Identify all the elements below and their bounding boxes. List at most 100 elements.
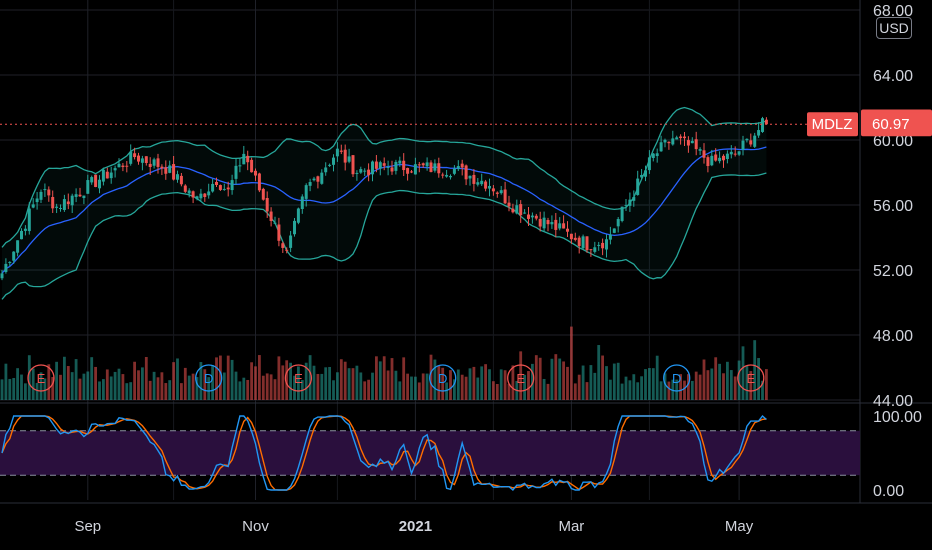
candle-body: [640, 175, 644, 178]
volume-bar: [609, 379, 612, 400]
volume-bar: [636, 382, 640, 400]
candle-body: [503, 189, 507, 204]
candle-body: [78, 194, 82, 197]
candle-body: [456, 166, 460, 169]
volume-bar: [550, 358, 554, 400]
candle-body: [160, 166, 164, 169]
candle-body: [620, 206, 624, 221]
volume-bar: [456, 369, 460, 400]
candle-body: [289, 235, 293, 248]
candle-body: [452, 168, 456, 174]
volume-bar: [663, 373, 667, 400]
event-letter: D: [672, 371, 681, 386]
event-marker-dividend[interactable]: D: [663, 364, 691, 392]
volume-bar: [94, 366, 97, 400]
earnings-icon: [284, 364, 313, 392]
volume-bar: [757, 358, 760, 400]
volume-bar: [308, 355, 312, 400]
candle-body: [437, 163, 441, 174]
candle-body: [554, 219, 558, 230]
volume-bar: [297, 366, 300, 400]
volume-bar: [39, 372, 43, 400]
volume-bar: [332, 380, 335, 400]
volume-bar: [566, 366, 569, 400]
candle-body: [538, 218, 542, 227]
volume-bar: [714, 357, 718, 400]
candle-body: [406, 167, 410, 174]
event-marker-dividend[interactable]: D: [429, 364, 457, 392]
candle-body: [569, 233, 573, 240]
candle-body: [511, 208, 515, 213]
volume-bar: [593, 372, 597, 400]
volume-bar: [152, 371, 156, 400]
earnings-icon: [27, 364, 55, 392]
volume-bar: [98, 381, 101, 400]
candle-body: [168, 165, 172, 173]
volume-bar: [761, 380, 764, 400]
candle-body: [725, 153, 729, 159]
time-tick-label: 2021: [399, 518, 432, 535]
volume-bar: [464, 376, 468, 400]
candle-body: [152, 159, 156, 166]
candle-body: [382, 163, 386, 166]
volume-bar: [542, 378, 546, 400]
volume-bar: [86, 371, 90, 400]
dividend-icon: [663, 364, 691, 392]
candle-body: [39, 191, 43, 200]
volume-bar: [433, 359, 437, 400]
event-marker-earnings[interactable]: E: [507, 364, 535, 392]
candle-body: [86, 180, 90, 194]
currency-button[interactable]: USD: [876, 17, 912, 39]
candle-body: [285, 249, 289, 251]
volume-bar: [546, 383, 550, 400]
candle-body: [254, 170, 257, 176]
candle-body: [491, 188, 495, 192]
volume-bar: [616, 362, 620, 400]
volume-bar: [12, 377, 16, 400]
candle-body: [374, 161, 378, 169]
volume-bar: [285, 360, 289, 400]
candle-body: [43, 189, 47, 191]
candle-body: [31, 204, 35, 208]
volume-bar: [51, 377, 55, 400]
bollinger-lower: [1, 172, 767, 300]
volume-bar: [102, 379, 105, 400]
volume-bar: [328, 366, 331, 400]
candle-body: [82, 195, 86, 199]
volume-bar: [226, 355, 230, 400]
volume-bar: [421, 373, 425, 400]
price-axis[interactable]: 68.00 64.00 60.00 56.00 52.00 48.00 44.00100.0…: [873, 3, 922, 500]
event-marker-earnings[interactable]: E: [284, 364, 313, 392]
volume-bar: [605, 366, 608, 400]
volume-bar: [597, 345, 601, 400]
volume-bar: [687, 374, 690, 400]
candle-body: [605, 239, 608, 250]
event-marker-earnings[interactable]: E: [27, 364, 55, 392]
candle-body: [386, 166, 390, 168]
event-marker-dividend[interactable]: D: [195, 364, 223, 392]
volume-bar: [507, 383, 511, 400]
candlesticks[interactable]: [0, 116, 768, 281]
candle-body: [250, 159, 254, 173]
candle-body: [698, 149, 702, 151]
volume-bar: [410, 376, 413, 400]
volume-bar: [398, 381, 402, 400]
volume-bar: [706, 370, 710, 400]
candle-body: [47, 189, 51, 196]
volume-bar: [683, 380, 686, 400]
candle-body: [562, 223, 566, 229]
volume-bar: [230, 359, 234, 400]
candle-body: [23, 228, 27, 231]
event-marker-earnings[interactable]: E: [737, 364, 765, 392]
volume-bar: [8, 378, 12, 400]
volume-bar: [675, 379, 679, 400]
candle-body: [300, 196, 304, 210]
candle-body: [187, 190, 191, 194]
candle-body: [4, 263, 8, 273]
volume-bar: [655, 355, 659, 400]
time-axis[interactable]: Sep Nov 2021 Mar May: [74, 518, 753, 535]
candle-body: [714, 154, 718, 161]
candle-body: [8, 261, 12, 263]
